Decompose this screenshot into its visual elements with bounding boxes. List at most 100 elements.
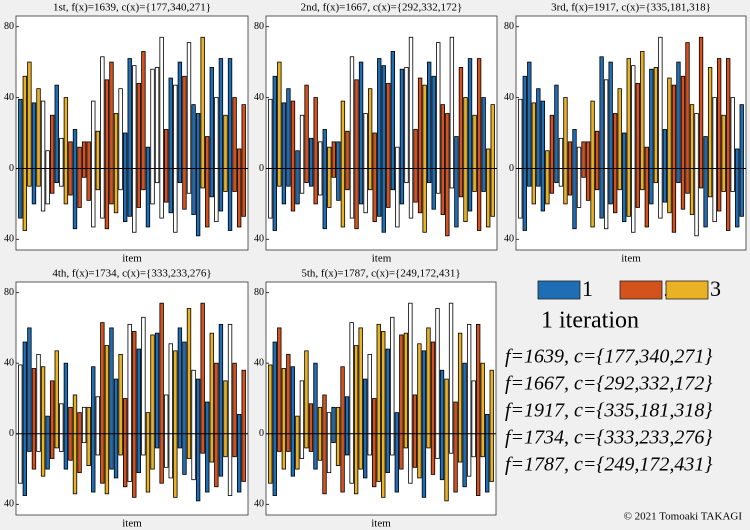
item-bar bbox=[540, 100, 546, 212]
item-bar bbox=[18, 98, 23, 219]
item-bar bbox=[313, 97, 318, 205]
item-bar bbox=[326, 412, 332, 474]
item-bar bbox=[177, 327, 183, 449]
item-bar bbox=[694, 113, 699, 237]
item-bar bbox=[313, 362, 318, 470]
item-bar bbox=[241, 369, 246, 482]
item-bar bbox=[91, 100, 96, 228]
chart-title: 4th, f(x)=1734, c(x)={333,233,276} bbox=[52, 268, 211, 280]
item-bar bbox=[572, 129, 577, 230]
item-bar bbox=[640, 51, 645, 191]
item-bar bbox=[385, 348, 390, 474]
item-bar bbox=[685, 42, 690, 194]
item-bar bbox=[372, 398, 377, 488]
legend-swatch bbox=[665, 280, 709, 300]
item-bar bbox=[168, 77, 173, 214]
item-bar bbox=[277, 61, 282, 187]
item-bar bbox=[476, 58, 482, 231]
item-bar bbox=[36, 353, 41, 452]
summary-line: f=1734, c={333,233,276} bbox=[505, 427, 712, 449]
item-bar bbox=[448, 302, 454, 454]
item-bar bbox=[599, 56, 604, 219]
item-bar bbox=[644, 146, 649, 228]
item-bar bbox=[236, 413, 242, 493]
item-bar bbox=[281, 102, 287, 205]
item-bar bbox=[227, 323, 233, 496]
item-bar bbox=[590, 100, 595, 228]
item-bar bbox=[195, 378, 201, 502]
item-bar bbox=[417, 343, 422, 479]
chart-title: 5th, f(x)=1787, c(x)={249,172,431} bbox=[301, 268, 460, 280]
item-bar bbox=[54, 84, 59, 184]
y-tick-label: 40 bbox=[4, 499, 14, 510]
item-bar bbox=[95, 130, 100, 191]
item-bar bbox=[277, 327, 282, 452]
item-bar bbox=[63, 97, 69, 205]
x-axis-label: item bbox=[621, 253, 641, 265]
item-bar bbox=[290, 100, 296, 212]
item-bar bbox=[31, 368, 37, 470]
item-bar bbox=[36, 88, 41, 187]
item-bar bbox=[40, 100, 46, 212]
item-bar bbox=[50, 380, 55, 459]
item-bar bbox=[272, 341, 277, 496]
item-bar bbox=[136, 348, 142, 474]
item-bar bbox=[698, 36, 704, 189]
item-bar bbox=[336, 141, 341, 201]
item-bar bbox=[77, 412, 82, 474]
item-bar bbox=[522, 75, 527, 231]
item-bar bbox=[150, 68, 155, 205]
item-bar bbox=[72, 129, 78, 230]
item-bar bbox=[113, 113, 119, 214]
item-bar bbox=[40, 366, 46, 477]
item-bar bbox=[358, 327, 363, 470]
item-bar bbox=[431, 75, 436, 210]
item-bar bbox=[27, 61, 32, 187]
item-bar bbox=[191, 104, 196, 215]
item-bar bbox=[712, 97, 717, 223]
item-bar bbox=[59, 403, 64, 452]
item-bar bbox=[132, 331, 137, 498]
item-bar bbox=[209, 332, 214, 463]
item-bar bbox=[127, 323, 132, 482]
item-bar bbox=[268, 364, 273, 484]
item-bar bbox=[113, 378, 119, 479]
item-bar bbox=[490, 104, 495, 217]
item-bar bbox=[372, 132, 377, 223]
y-tick-label: 40 bbox=[4, 234, 14, 245]
item-bar bbox=[218, 58, 224, 212]
y-tick-label: 40 bbox=[254, 92, 264, 103]
item-bar bbox=[472, 114, 477, 192]
item-bar bbox=[554, 84, 559, 184]
item-bar bbox=[22, 75, 28, 231]
item-bar bbox=[363, 113, 368, 214]
item-bar bbox=[707, 67, 713, 198]
item-bar bbox=[145, 146, 151, 228]
y-tick-label: 80 bbox=[254, 287, 264, 298]
y-tick-label: 0 bbox=[9, 428, 14, 439]
item-bar bbox=[200, 302, 205, 454]
item-bar bbox=[658, 36, 663, 219]
item-bar bbox=[471, 380, 476, 458]
summary-line: f=1639, c={177,340,271} bbox=[505, 346, 712, 368]
item-bar bbox=[331, 406, 336, 444]
item-bar bbox=[286, 88, 291, 187]
item-bar bbox=[104, 79, 110, 230]
item-bar bbox=[726, 58, 731, 231]
item-bar bbox=[223, 380, 228, 458]
item-bar bbox=[109, 327, 114, 470]
item-bar bbox=[45, 415, 50, 470]
item-bar bbox=[486, 148, 491, 228]
item-bar bbox=[480, 362, 485, 458]
item-bar bbox=[626, 58, 631, 217]
item-bar bbox=[227, 58, 233, 231]
item-bar bbox=[481, 97, 486, 192]
item-bar bbox=[340, 366, 345, 493]
item-bar bbox=[635, 82, 640, 208]
item-bar bbox=[617, 88, 622, 191]
chart-title: 1st, f(x)=1639, c(x)={177,340,271} bbox=[53, 2, 211, 14]
x-axis-label: item bbox=[372, 253, 392, 265]
legend-label: 3 bbox=[710, 276, 721, 301]
item-bar bbox=[200, 36, 205, 189]
item-bar bbox=[308, 137, 314, 187]
